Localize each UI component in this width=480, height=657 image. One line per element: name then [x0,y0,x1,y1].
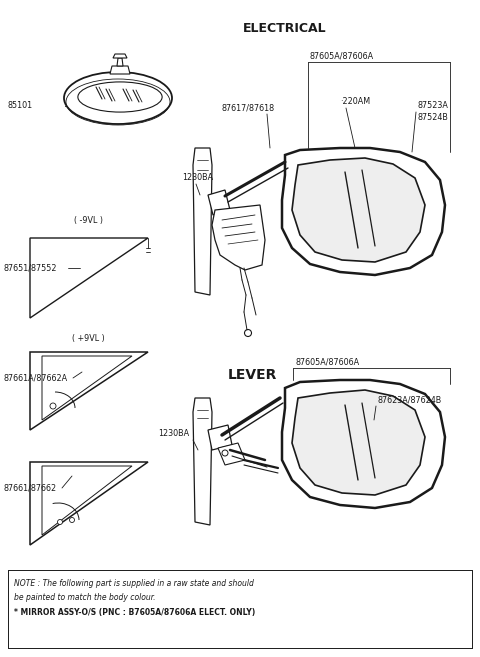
Polygon shape [193,398,212,525]
Circle shape [70,518,74,522]
Polygon shape [117,58,123,66]
Text: 87523A: 87523A [418,101,449,110]
Text: ( -9VL ): ( -9VL ) [73,215,103,225]
Circle shape [58,520,62,524]
Polygon shape [292,158,425,262]
Text: * MIRROR ASSY-O/S (PNC : B7605A/87606A ELECT. ONLY): * MIRROR ASSY-O/S (PNC : B7605A/87606A E… [14,608,255,616]
Text: 87617/87618: 87617/87618 [222,104,275,112]
Text: 87623A/87624B: 87623A/87624B [378,396,442,405]
Polygon shape [110,66,130,74]
Text: be painted to match the body colour.: be painted to match the body colour. [14,593,156,602]
Text: 1230BA: 1230BA [182,173,213,183]
Polygon shape [292,390,425,495]
Text: 87661/87662: 87661/87662 [3,484,56,493]
Polygon shape [30,462,148,545]
Text: 87524B: 87524B [418,114,449,122]
Text: NOTE : The following part is supplied in a raw state and should: NOTE : The following part is supplied in… [14,579,254,589]
Polygon shape [212,205,265,270]
Ellipse shape [64,72,172,124]
Polygon shape [208,425,232,450]
Circle shape [222,450,228,456]
Text: ·220AM: ·220AM [340,97,370,106]
Polygon shape [42,356,132,420]
Circle shape [50,403,56,409]
Text: 87605A/87606A: 87605A/87606A [295,357,359,367]
Ellipse shape [78,82,162,112]
Text: ELECTRICAL: ELECTRICAL [243,22,327,35]
Polygon shape [218,443,245,465]
Text: 85101: 85101 [8,101,33,110]
Text: 1230BA: 1230BA [158,430,189,438]
Polygon shape [208,190,230,215]
Polygon shape [193,148,212,295]
Text: 87661A/87662A: 87661A/87662A [3,373,67,382]
Polygon shape [282,148,445,275]
Text: LEVER: LEVER [228,368,277,382]
Text: ( +9VL ): ( +9VL ) [72,334,104,342]
Polygon shape [42,466,132,535]
Text: 87651/87552: 87651/87552 [3,263,57,273]
Text: 87605A/87606A: 87605A/87606A [310,51,374,60]
Polygon shape [282,380,445,508]
Polygon shape [30,238,148,318]
Circle shape [244,330,252,336]
Polygon shape [113,54,127,58]
Polygon shape [30,352,148,430]
